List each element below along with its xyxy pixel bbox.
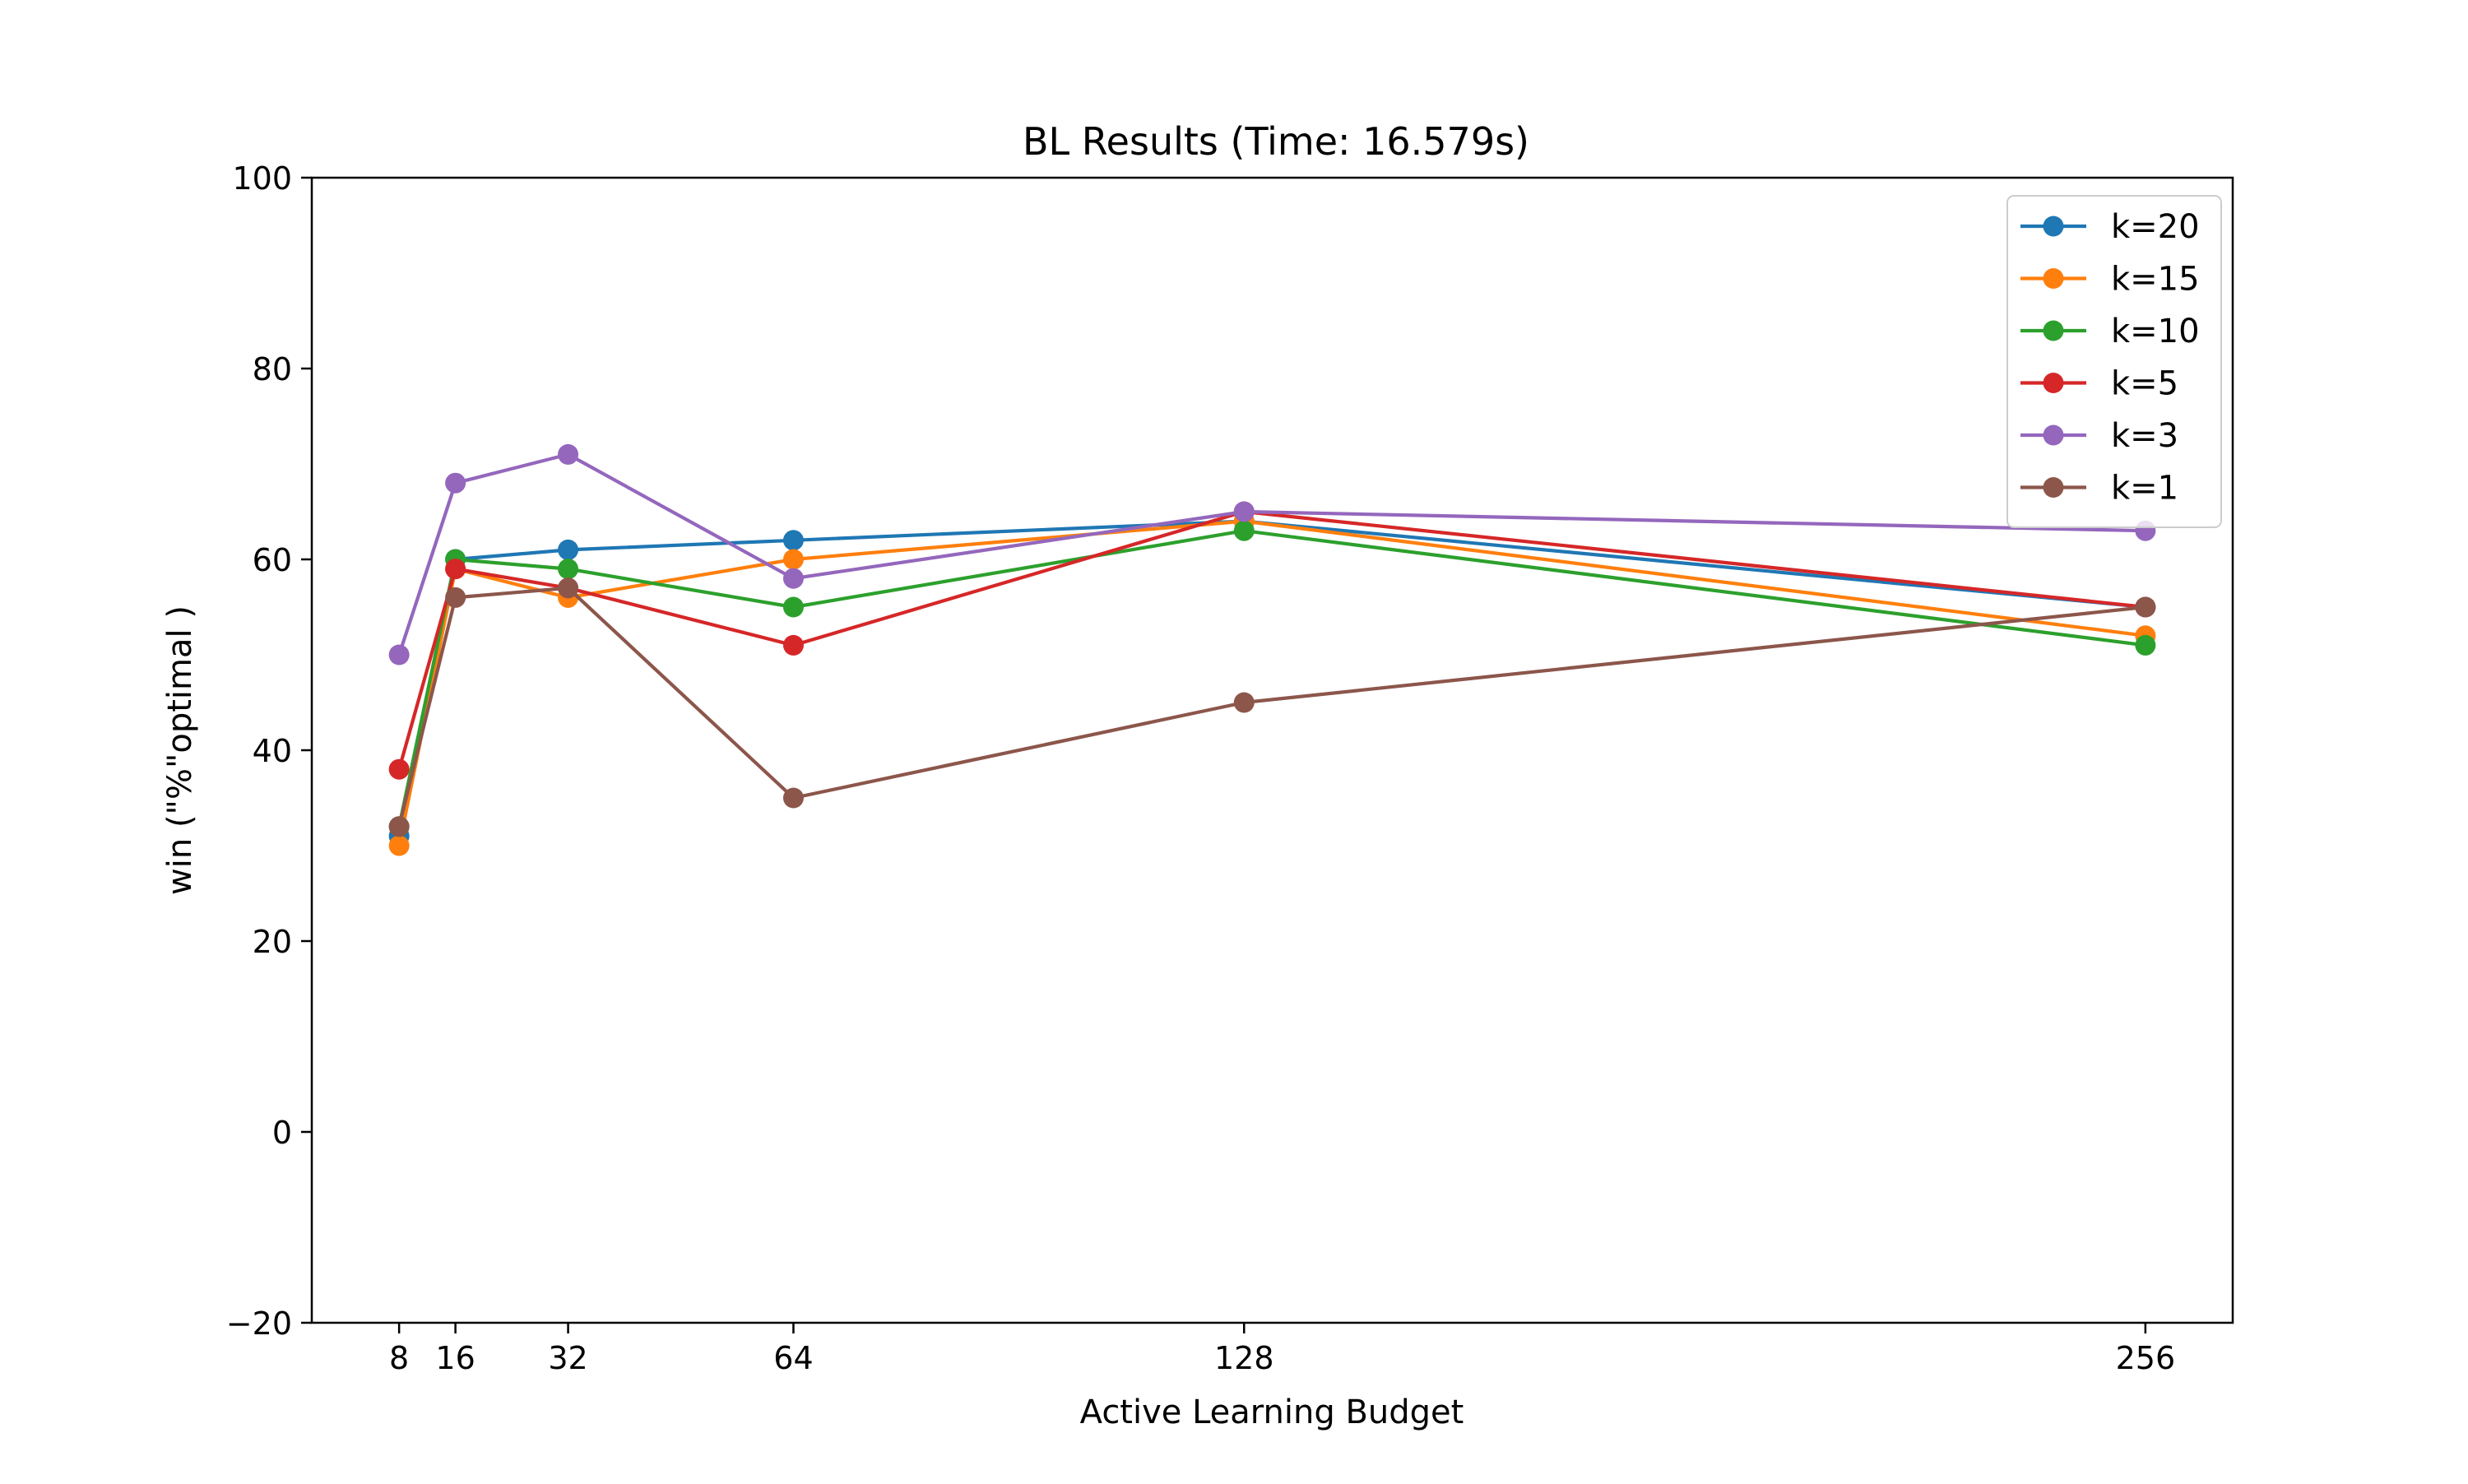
legend: k=20 k=15 k=10 k=5 k=3 k=1 (2006, 195, 2222, 528)
data-point (782, 530, 804, 551)
y-tick-label: 20 (253, 924, 292, 960)
data-point (782, 549, 804, 570)
data-point (558, 443, 579, 465)
legend-marker (2043, 320, 2064, 341)
x-tick-label: 8 (389, 1340, 409, 1376)
data-point (388, 758, 410, 780)
legend-marker (2043, 424, 2064, 446)
data-point (558, 539, 579, 560)
legend-label: k=5 (2111, 365, 2178, 403)
data-point (445, 587, 466, 608)
y-tick-label: 80 (253, 351, 292, 387)
plot-background (312, 178, 2233, 1323)
data-point (2135, 634, 2156, 656)
plot-area (312, 178, 2233, 1323)
data-point (1233, 520, 1255, 541)
legend-marker (2043, 268, 2064, 289)
legend-item: k=3 (2020, 417, 2178, 455)
legend-item: k=10 (2020, 313, 2200, 350)
series-line (397, 586, 2146, 828)
data-point (558, 577, 579, 599)
legend-label: k=20 (2111, 208, 2200, 246)
y-tick-label: 40 (253, 733, 292, 769)
data-point (558, 559, 579, 580)
data-point (782, 596, 804, 618)
legend-marker (2043, 373, 2064, 393)
legend-label: k=3 (2111, 417, 2178, 455)
series-k=1 (388, 577, 2156, 837)
series-line (397, 509, 2146, 770)
series-line (397, 452, 2146, 656)
data-point (445, 559, 466, 580)
legend-item: k=20 (2020, 208, 2200, 246)
data-point (782, 634, 804, 656)
data-point (782, 787, 804, 809)
data-point (1233, 501, 1255, 522)
y-tick-label: −20 (226, 1305, 292, 1342)
legend-item: k=1 (2020, 470, 2178, 508)
y-tick-label: 0 (272, 1115, 292, 1151)
data-point (388, 835, 410, 856)
data-point (782, 568, 804, 589)
x-axis-label: Active Learning Budget (1080, 1394, 1464, 1431)
x-tick-label: 256 (2116, 1340, 2176, 1376)
y-tick-label: 60 (253, 542, 292, 578)
plot-frame (310, 176, 2234, 1324)
data-point (2135, 596, 2156, 618)
data-point (1233, 692, 1255, 713)
x-tick-label: 128 (1214, 1340, 1274, 1376)
legend-item: k=5 (2020, 365, 2178, 403)
legend-marker (2043, 477, 2064, 498)
data-point (445, 472, 466, 494)
x-tick-label: 64 (773, 1340, 813, 1376)
legend-label: k=1 (2111, 470, 2178, 508)
x-tick-label: 16 (435, 1340, 475, 1376)
legend-label: k=15 (2111, 261, 2200, 299)
legend-marker (2043, 216, 2064, 237)
legend-label: k=10 (2111, 313, 2200, 350)
chart-title: BL Results (Time: 16.579s) (1023, 119, 1529, 164)
x-tick-label: 32 (548, 1340, 587, 1376)
series-line (397, 519, 2146, 846)
series-layer (388, 443, 2156, 856)
legend-item: k=15 (2020, 261, 2200, 299)
x-axis: 8 16 32 64 128 256 (389, 1323, 2175, 1376)
y-axis-label: win ("%"optimal ) (161, 605, 199, 895)
y-tick-label: 100 (232, 160, 292, 197)
y-axis: −20 0 20 40 60 80 100 (226, 160, 312, 1342)
data-point (388, 816, 410, 837)
data-point (388, 644, 410, 665)
